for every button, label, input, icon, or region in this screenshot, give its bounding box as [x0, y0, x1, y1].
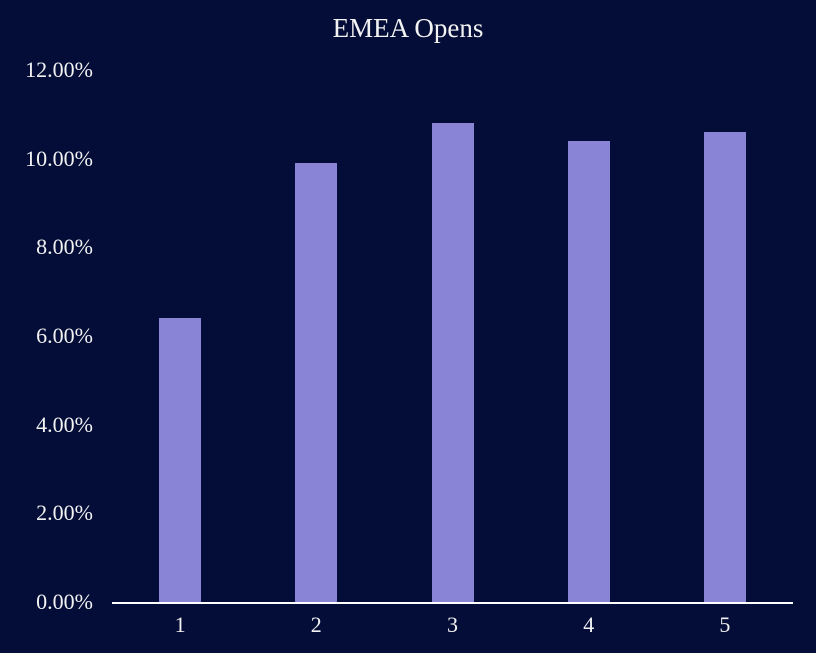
x-tick-label: 1: [174, 612, 186, 637]
x-axis-line: [112, 602, 793, 604]
x-tick-label: 3: [447, 612, 458, 637]
x-tick-label: 4: [583, 612, 595, 637]
y-tick-label: 6.00%: [36, 323, 93, 348]
x-tick-label: 2: [310, 612, 322, 637]
bar-category-3: [431, 123, 474, 602]
bar-category-4: [567, 140, 610, 602]
y-tick-label: 12.00%: [25, 57, 93, 82]
bar-category-1: [159, 318, 202, 602]
plot-area: [112, 70, 793, 602]
bar-category-5: [703, 132, 746, 602]
y-tick-label: 10.00%: [25, 145, 93, 171]
y-tick-label: 0.00%: [36, 589, 93, 614]
chart-title: EMEA Opens: [332, 13, 484, 43]
y-tick-label: 8.00%: [36, 234, 93, 260]
bar-category-2: [295, 163, 338, 602]
x-tick-label: 5: [719, 612, 731, 637]
y-tick-label: 2.00%: [36, 500, 93, 526]
y-tick-label: 4.00%: [36, 411, 93, 437]
